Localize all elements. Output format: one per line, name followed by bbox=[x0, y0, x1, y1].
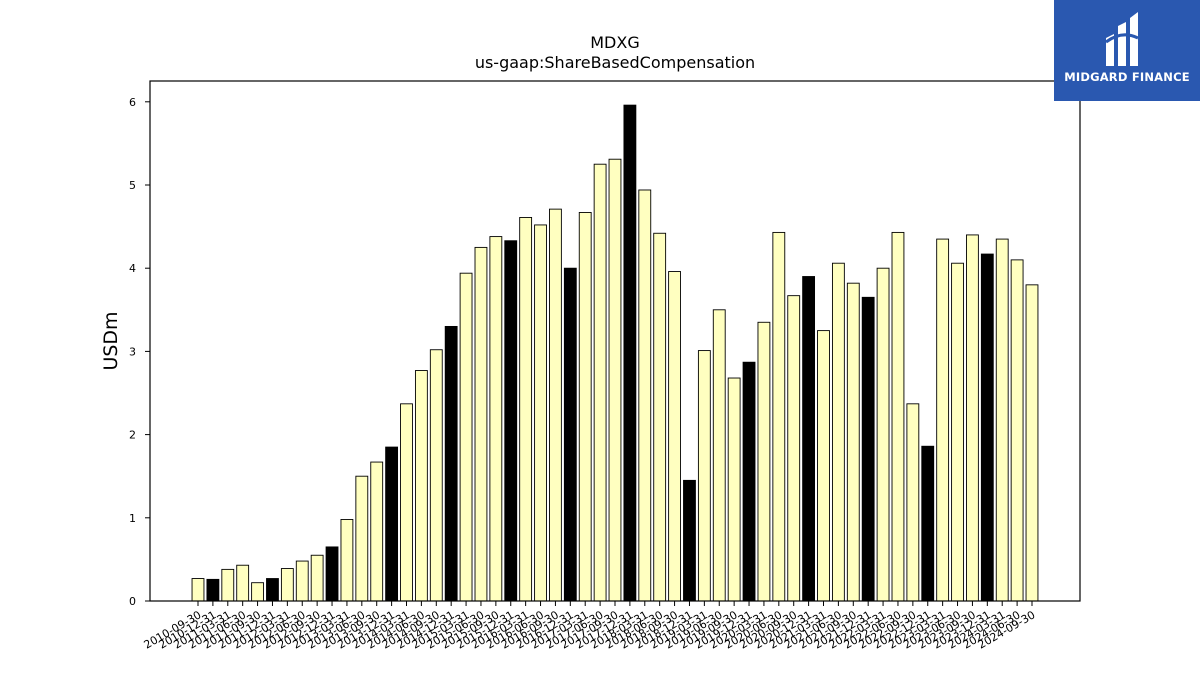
bar-2013-12-31 bbox=[385, 446, 399, 602]
bar-2017-03-31 bbox=[578, 212, 592, 602]
y-tick-label: 2 bbox=[129, 429, 136, 442]
bar-2011-12-31 bbox=[266, 578, 279, 602]
bar-2013-06-30 bbox=[355, 475, 369, 602]
chart-title: MDXG bbox=[590, 33, 639, 52]
x-axis: 2010-09-302010-12-312011-03-312011-06-30… bbox=[142, 601, 1038, 652]
bar-2011-03-31 bbox=[221, 568, 235, 602]
bar-2016-06-30 bbox=[534, 224, 547, 602]
y-tick-label: 4 bbox=[129, 262, 136, 275]
bar-2023-12-31 bbox=[980, 253, 994, 602]
bar-2012-03-31 bbox=[280, 568, 294, 602]
bar-2022-12-31 bbox=[921, 445, 935, 602]
bar-2018-03-31 bbox=[638, 189, 652, 602]
bar-2014-09-30 bbox=[429, 349, 443, 602]
bar-2017-06-30 bbox=[593, 163, 607, 602]
bar-2023-09-30 bbox=[966, 234, 979, 602]
bar-2019-12-31 bbox=[742, 361, 756, 602]
bar-2021-12-31 bbox=[861, 296, 875, 602]
bar-2012-12-31 bbox=[325, 546, 339, 602]
bar-2012-09-30 bbox=[310, 554, 324, 602]
bar-2010-09-30 bbox=[191, 578, 205, 602]
bars-group bbox=[191, 104, 1039, 602]
bar-2016-09-30 bbox=[549, 208, 562, 602]
bar-2018-09-30 bbox=[668, 271, 681, 602]
y-tick-label: 5 bbox=[129, 179, 136, 192]
logo-text: MIDGARD FINANCE bbox=[1064, 70, 1190, 84]
bar-2020-03-31 bbox=[757, 321, 771, 602]
plot-frame bbox=[149, 80, 1081, 602]
bar-2022-09-30 bbox=[906, 403, 920, 602]
bar-2024-09-30 bbox=[1025, 284, 1039, 602]
bar-2012-06-30 bbox=[295, 560, 309, 602]
bar-2020-06-30 bbox=[772, 231, 786, 602]
bar-2024-06-30 bbox=[1010, 259, 1024, 602]
chart-subtitle: us-gaap:ShareBasedCompensation bbox=[475, 53, 755, 72]
y-axis: 0 1 2 3 4 5 6 bbox=[129, 96, 150, 608]
bar-2019-06-30 bbox=[712, 309, 726, 602]
bar-2015-12-31 bbox=[504, 240, 518, 602]
bar-2023-06-30 bbox=[951, 262, 964, 602]
y-tick-label: 1 bbox=[129, 512, 136, 525]
bar-2023-03-31 bbox=[936, 238, 950, 602]
bar-2021-09-30 bbox=[846, 282, 860, 602]
bar-2015-03-31 bbox=[459, 272, 473, 602]
y-axis-label: USDm bbox=[100, 311, 122, 370]
bar-2014-03-31 bbox=[400, 403, 413, 602]
bar-2021-06-30 bbox=[831, 262, 845, 602]
bar-2011-09-30 bbox=[251, 582, 264, 602]
bar-2017-12-31 bbox=[623, 104, 637, 602]
bar-2022-03-31 bbox=[876, 267, 890, 602]
bar-2016-03-31 bbox=[519, 216, 533, 602]
bar-2016-12-31 bbox=[563, 267, 577, 602]
bar-2014-12-31 bbox=[444, 325, 458, 602]
y-tick-label: 3 bbox=[129, 345, 136, 358]
logo-mark-icon bbox=[1105, 12, 1139, 66]
bar-2020-09-30 bbox=[787, 295, 801, 602]
bar-2014-06-30 bbox=[414, 370, 428, 602]
bar-2018-06-30 bbox=[653, 232, 667, 602]
bar-2019-09-30 bbox=[727, 377, 741, 602]
bar-2010-12-31 bbox=[206, 578, 220, 602]
bar-2013-03-31 bbox=[340, 519, 354, 602]
bar-2022-06-30 bbox=[891, 231, 905, 602]
y-tick-label: 0 bbox=[129, 595, 136, 608]
bar-2021-03-31 bbox=[817, 330, 830, 602]
bar-2020-12-31 bbox=[802, 276, 816, 602]
bar-2015-09-30 bbox=[489, 236, 503, 602]
y-tick-label: 6 bbox=[129, 96, 136, 109]
brand-logo: MIDGARD FINANCE bbox=[1054, 0, 1200, 101]
bar-2011-06-30 bbox=[236, 564, 250, 602]
bar-2018-12-31 bbox=[683, 479, 696, 602]
bar-2015-06-30 bbox=[474, 246, 488, 602]
bar-2024-03-31 bbox=[995, 238, 1009, 602]
bar-2019-03-31 bbox=[697, 350, 711, 602]
bar-2013-09-30 bbox=[370, 461, 384, 602]
bar-2017-09-30 bbox=[608, 158, 622, 602]
